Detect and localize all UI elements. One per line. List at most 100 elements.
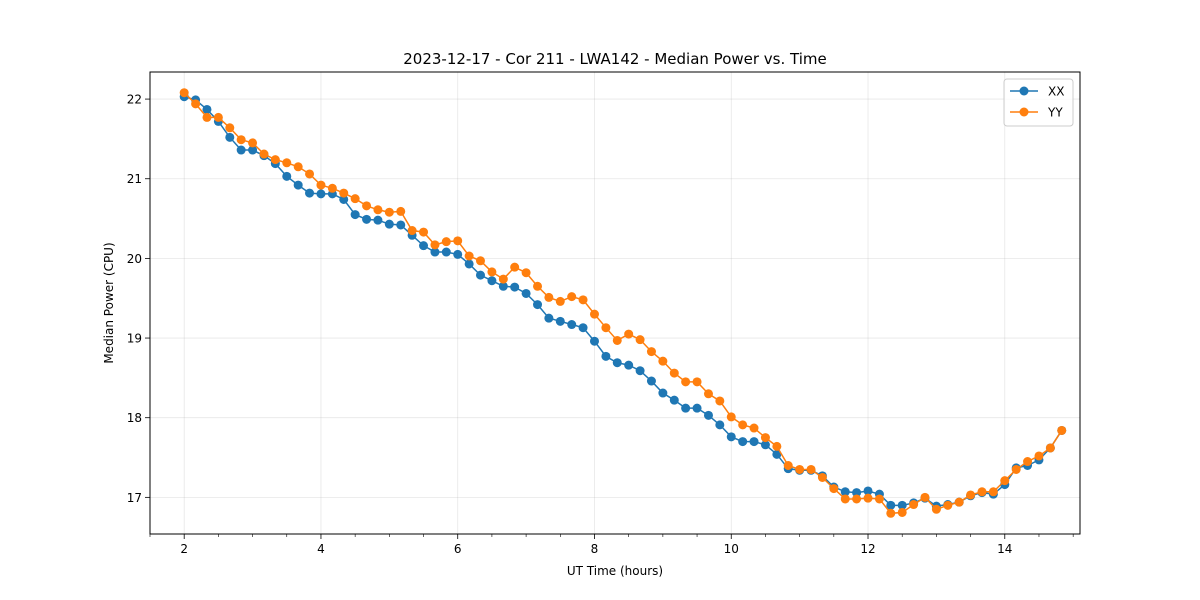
data-point-xx xyxy=(487,276,497,286)
y-tick-label: 17 xyxy=(127,491,142,505)
data-point-yy xyxy=(738,420,748,430)
data-point-xx xyxy=(453,249,463,259)
chart-title: 2023-12-17 - Cor 211 - LWA142 - Median P… xyxy=(403,50,827,68)
data-point-yy xyxy=(282,158,292,168)
data-point-yy xyxy=(498,274,508,284)
data-point-xx xyxy=(316,189,326,199)
y-tick-label: 20 xyxy=(127,252,142,266)
data-point-yy xyxy=(612,335,622,345)
x-tick-label: 12 xyxy=(860,542,875,556)
x-axis-label: UT Time (hours) xyxy=(567,564,663,578)
ticks: 2 4 6 8 10 12 14 17 18 19 20 21 22 xyxy=(127,93,1074,556)
data-point-xx xyxy=(840,487,850,497)
data-point-xx xyxy=(669,395,679,405)
data-point-xx xyxy=(897,500,907,510)
data-point-yy xyxy=(806,464,816,474)
data-point-yy xyxy=(977,487,987,497)
data-point-xx xyxy=(202,104,212,114)
data-point-yy xyxy=(475,256,485,266)
data-point-xx xyxy=(510,282,520,292)
data-point-xx xyxy=(681,403,691,413)
data-point-xx xyxy=(726,432,736,442)
data-point-yy xyxy=(624,329,634,339)
data-point-xx xyxy=(396,220,406,230)
data-point-xx xyxy=(464,259,474,269)
data-point-xx xyxy=(624,360,634,370)
data-point-yy xyxy=(430,240,440,250)
data-point-xx xyxy=(293,180,303,190)
plot-frame xyxy=(149,71,1081,535)
legend: XX YY xyxy=(1003,78,1074,127)
data-point-xx xyxy=(533,300,543,310)
data-point-yy xyxy=(966,490,976,500)
data-point-yy xyxy=(954,497,964,507)
data-point-xx xyxy=(441,247,451,257)
series-layer xyxy=(179,88,1067,518)
data-point-xx xyxy=(373,215,383,225)
data-point-yy xyxy=(441,237,451,247)
data-point-xx xyxy=(749,437,759,447)
x-tick-label: 10 xyxy=(724,542,739,556)
data-point-yy xyxy=(407,226,417,236)
y-tick-label: 19 xyxy=(127,332,142,346)
data-point-yy xyxy=(897,507,907,517)
data-point-yy xyxy=(760,433,770,443)
data-point-yy xyxy=(259,149,269,159)
data-point-yy xyxy=(1000,476,1010,486)
data-point-yy xyxy=(305,169,315,179)
legend-marker-yy xyxy=(1019,107,1029,117)
data-point-yy xyxy=(236,135,246,145)
data-point-yy xyxy=(453,236,463,246)
data-point-yy xyxy=(931,504,941,514)
data-point-xx xyxy=(635,366,645,376)
data-point-xx xyxy=(384,219,394,229)
data-point-yy xyxy=(681,377,691,387)
data-point-xx xyxy=(350,210,360,220)
data-point-yy xyxy=(225,123,235,133)
data-point-yy xyxy=(464,251,474,261)
data-point-yy xyxy=(384,207,394,217)
data-point-xx xyxy=(567,320,577,330)
data-point-xx xyxy=(612,358,622,368)
legend-label-yy: YY xyxy=(1047,106,1063,120)
data-point-xx xyxy=(339,194,349,204)
data-point-xx xyxy=(362,214,372,224)
data-point-xx xyxy=(475,270,485,280)
data-point-yy xyxy=(988,487,998,497)
data-point-xx xyxy=(248,145,258,155)
data-point-yy xyxy=(817,472,827,482)
data-point-xx xyxy=(430,247,440,257)
x-tick-label: 6 xyxy=(454,542,462,556)
data-point-yy xyxy=(1011,464,1021,474)
data-point-yy xyxy=(920,492,930,502)
x-tick-label: 4 xyxy=(317,542,325,556)
x-tick-label: 14 xyxy=(997,542,1012,556)
data-point-xx xyxy=(715,420,725,430)
data-point-xx xyxy=(544,313,554,323)
data-point-yy xyxy=(783,460,793,470)
data-point-yy xyxy=(749,423,759,433)
data-point-yy xyxy=(213,112,223,122)
data-point-yy xyxy=(350,194,360,204)
data-point-xx xyxy=(521,288,531,298)
data-point-yy xyxy=(646,347,656,357)
data-point-yy xyxy=(544,292,554,302)
data-point-yy xyxy=(248,138,258,148)
data-point-yy xyxy=(852,494,862,504)
data-point-yy xyxy=(703,389,713,399)
data-point-xx xyxy=(760,440,770,450)
legend-marker-xx xyxy=(1019,86,1029,96)
data-point-yy xyxy=(1057,425,1067,435)
data-point-yy xyxy=(909,500,919,510)
data-point-yy xyxy=(419,227,429,237)
data-point-yy xyxy=(874,494,884,504)
data-point-xx xyxy=(658,388,668,398)
data-point-yy xyxy=(396,206,406,216)
data-point-yy xyxy=(487,267,497,277)
data-point-xx xyxy=(863,486,873,496)
data-point-yy xyxy=(362,201,372,211)
y-tick-label: 18 xyxy=(127,411,142,425)
legend-label-xx: XX xyxy=(1048,85,1064,99)
data-point-yy xyxy=(635,335,645,345)
y-tick-label: 22 xyxy=(127,93,142,107)
